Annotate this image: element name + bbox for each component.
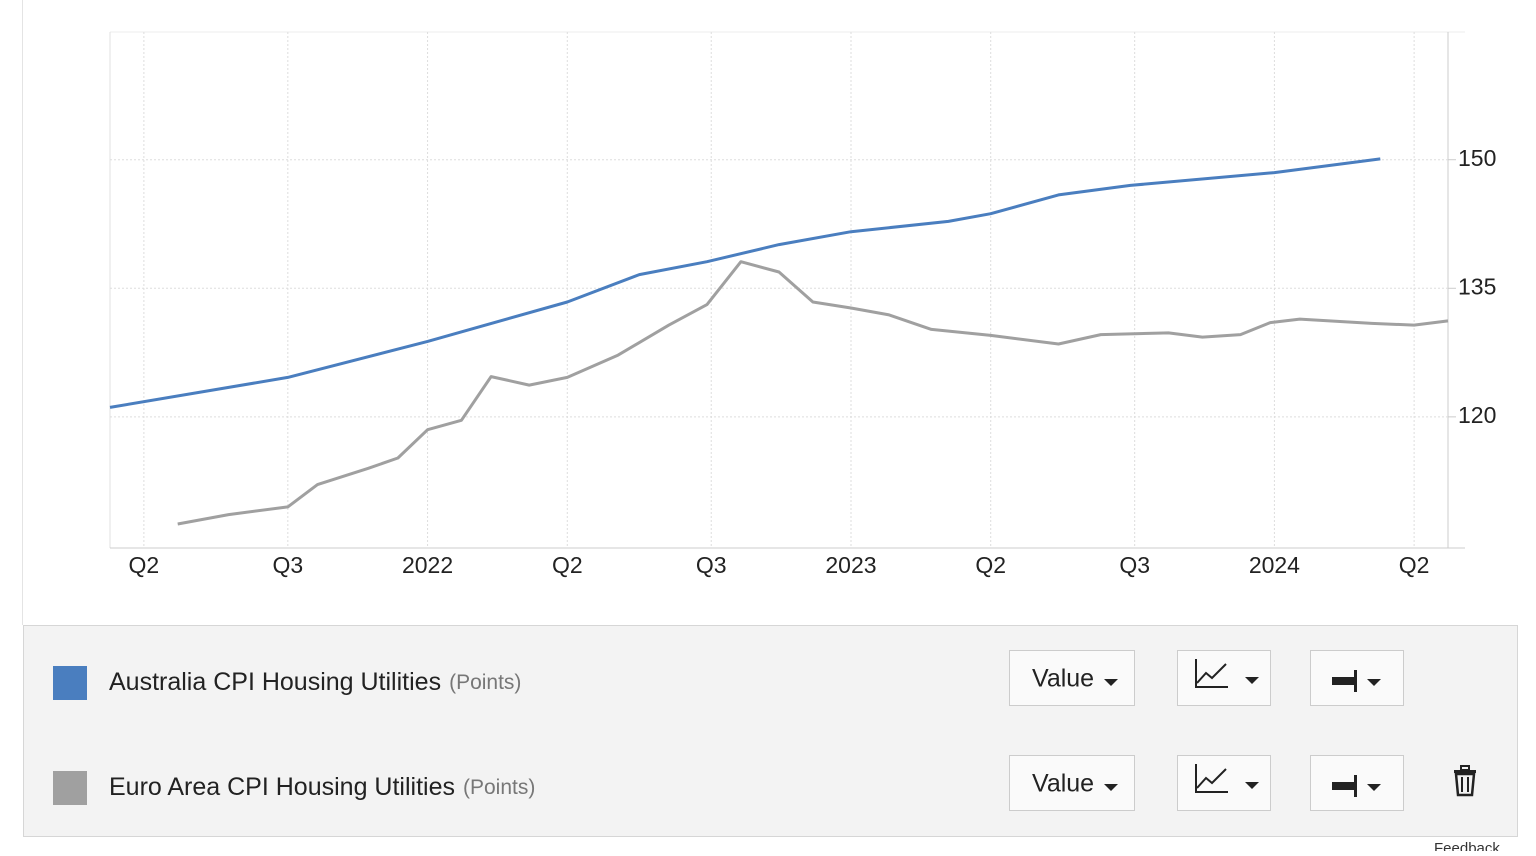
x-tick-label: Q2 [1399, 552, 1430, 578]
series-line [109, 157, 1381, 409]
x-tick-label: 2024 [1249, 552, 1300, 578]
legend-label[interactable]: Australia CPI Housing Utilities (Points) [109, 668, 521, 696]
mode-button[interactable] [1009, 650, 1135, 706]
dropdown-caret [1367, 679, 1381, 686]
x-tick-label: 2023 [825, 552, 876, 578]
axis-icon [1332, 677, 1354, 685]
line-icon [1195, 659, 1228, 688]
x-tick-label: Q2 [129, 552, 160, 578]
x-tick-label: Q2 [975, 552, 1006, 578]
dropdown-caret [1367, 784, 1381, 791]
line-icon [1195, 764, 1228, 793]
x-tick-label: Q3 [272, 552, 303, 578]
mode-label: Value [1032, 770, 1094, 798]
axis-icon [1354, 775, 1357, 797]
axis-icon [1354, 670, 1357, 692]
feedback[interactable]: Feedback [1434, 840, 1500, 856]
dropdown-caret [1104, 679, 1118, 686]
legend-swatch [53, 771, 87, 805]
series-name: Australia CPI Housing Utilities [109, 668, 441, 696]
series-name: Euro Area CPI Housing Utilities [109, 773, 455, 801]
mode-button[interactable] [1009, 755, 1135, 811]
delete-icon[interactable] [1454, 765, 1476, 797]
series-unit: (Points) [463, 776, 535, 799]
x-tick-label: Q3 [1119, 552, 1150, 578]
legend-label[interactable]: Euro Area CPI Housing Utilities (Points) [109, 773, 535, 801]
series-unit: (Points) [449, 671, 521, 694]
dropdown-caret [1104, 784, 1118, 791]
y-tick-label: 135 [1458, 273, 1496, 299]
legend-swatch [53, 666, 87, 700]
series-line [177, 260, 1449, 526]
x-tick-label: Q3 [696, 552, 727, 578]
axis-icon [1332, 782, 1354, 790]
dropdown-caret [1245, 677, 1259, 684]
y-tick-label: 150 [1458, 145, 1496, 171]
dropdown-caret [1245, 782, 1259, 789]
y-tick-label: 120 [1458, 402, 1496, 428]
mode-label: Value [1032, 665, 1094, 693]
x-tick-label: 2022 [402, 552, 453, 578]
legend-panel [23, 625, 1518, 837]
x-tick-label: Q2 [552, 552, 583, 578]
